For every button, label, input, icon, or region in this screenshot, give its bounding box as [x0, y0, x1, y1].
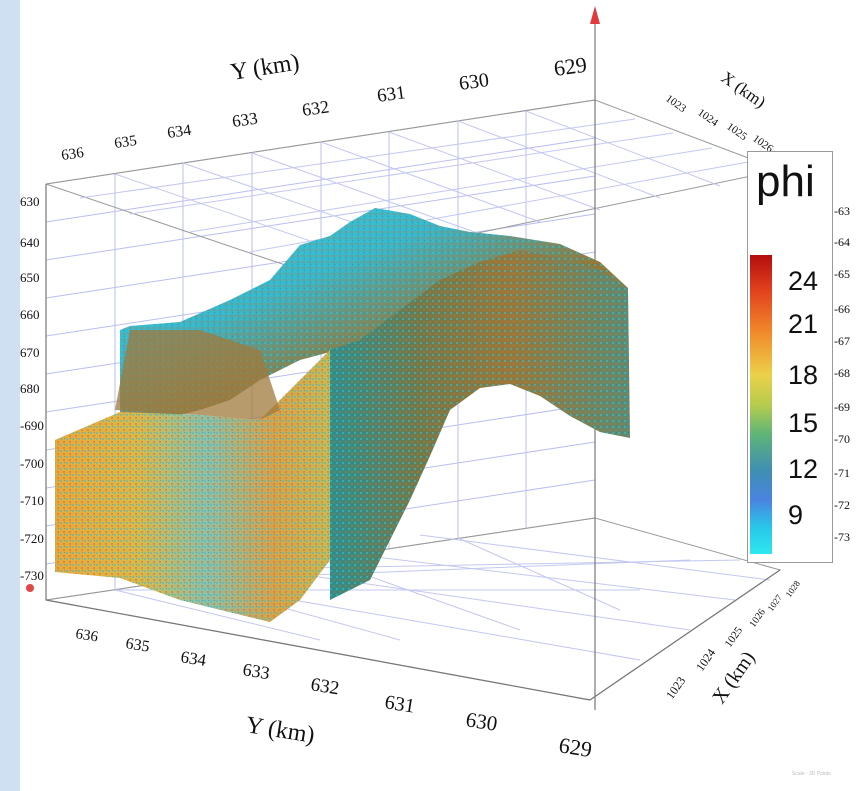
y-axis-bottom-title: Y (km): [244, 712, 316, 748]
legend-tick: 21: [788, 309, 819, 339]
z-left-tick: 640: [20, 235, 40, 250]
legend-tick: 9: [788, 500, 804, 530]
y-bottom-tick: 630: [464, 707, 499, 736]
color-legend: phi 24 21 18 15 12 9: [747, 151, 833, 563]
legend-tick: 15: [788, 408, 819, 438]
x-top-tick: 1023: [663, 93, 688, 116]
z-left-tick: 680: [20, 381, 40, 396]
y-bottom-tick: 636: [74, 626, 99, 645]
y-bottom-tick: 634: [179, 647, 208, 670]
z-right-tick: -70: [834, 432, 850, 446]
z-left-tick: 660: [20, 307, 40, 322]
z-left-tick: -730: [20, 568, 44, 583]
y-bottom-tick: 635: [124, 635, 150, 656]
origin-marker: [26, 584, 34, 592]
z-right-tick: -63: [834, 204, 850, 218]
z-right-tick: -68: [834, 366, 850, 380]
z-right-tick: -71: [834, 466, 850, 480]
z-left-tick: -710: [20, 493, 44, 508]
z-right-tick: -69: [834, 400, 850, 414]
x-bottom-tick: 1026: [747, 607, 767, 630]
x-top-tick: 1025: [724, 121, 749, 144]
watermark: Scale - 3D Points: [792, 771, 831, 777]
y-top-tick: 633: [231, 109, 259, 131]
z-left-tick: -690: [20, 418, 44, 433]
legend-tick: 12: [788, 454, 819, 484]
y-bottom-tick: 629: [557, 732, 594, 762]
y-top-tick: 632: [301, 96, 331, 120]
z-right-tick: -66: [834, 302, 850, 316]
x-bottom-tick: 1024: [693, 646, 718, 674]
y-bottom-tick: 631: [383, 691, 416, 717]
y-top-tick: 634: [166, 122, 192, 142]
left-background-band: [0, 0, 20, 791]
legend-tick: 24: [788, 266, 819, 296]
z-right-tick: -72: [834, 498, 850, 512]
y-bottom-tick: 632: [309, 674, 340, 699]
z-axis-arrow: [590, 6, 600, 24]
y-top-tick: 630: [458, 69, 491, 95]
geologic-volume: [55, 208, 630, 622]
legend-title: phi: [756, 157, 815, 206]
y-top-tick: 636: [60, 145, 85, 164]
z-right-tick: -65: [834, 267, 850, 281]
legend-tick: 18: [788, 360, 819, 390]
z-left-tick: 670: [20, 345, 40, 360]
z-right-tick: -67: [834, 334, 850, 348]
x-bottom-tick: 1023: [663, 674, 688, 702]
z-left-tick: -700: [20, 456, 44, 471]
y-axis-top-title: Y (km): [229, 49, 301, 85]
y-top-tick: 635: [113, 133, 138, 152]
y-top-tick: 629: [552, 52, 588, 81]
x-bottom-tick: 1028: [783, 578, 802, 599]
z-left-tick: -720: [20, 531, 44, 546]
z-right-tick: -64: [834, 235, 850, 249]
y-bottom-tick: 633: [241, 659, 271, 683]
legend-color-bar: [750, 255, 772, 554]
x-bottom-tick: 1027: [765, 592, 784, 613]
x-axis-top-title: X (km): [718, 68, 770, 112]
y-top-tick: 631: [376, 82, 407, 107]
x-top-tick: 1024: [695, 107, 720, 130]
z-right-tick: -73: [834, 530, 850, 544]
x-bottom-tick: 1025: [723, 624, 746, 649]
z-left-tick: 650: [20, 270, 40, 285]
z-left-tick: 630: [20, 194, 40, 209]
